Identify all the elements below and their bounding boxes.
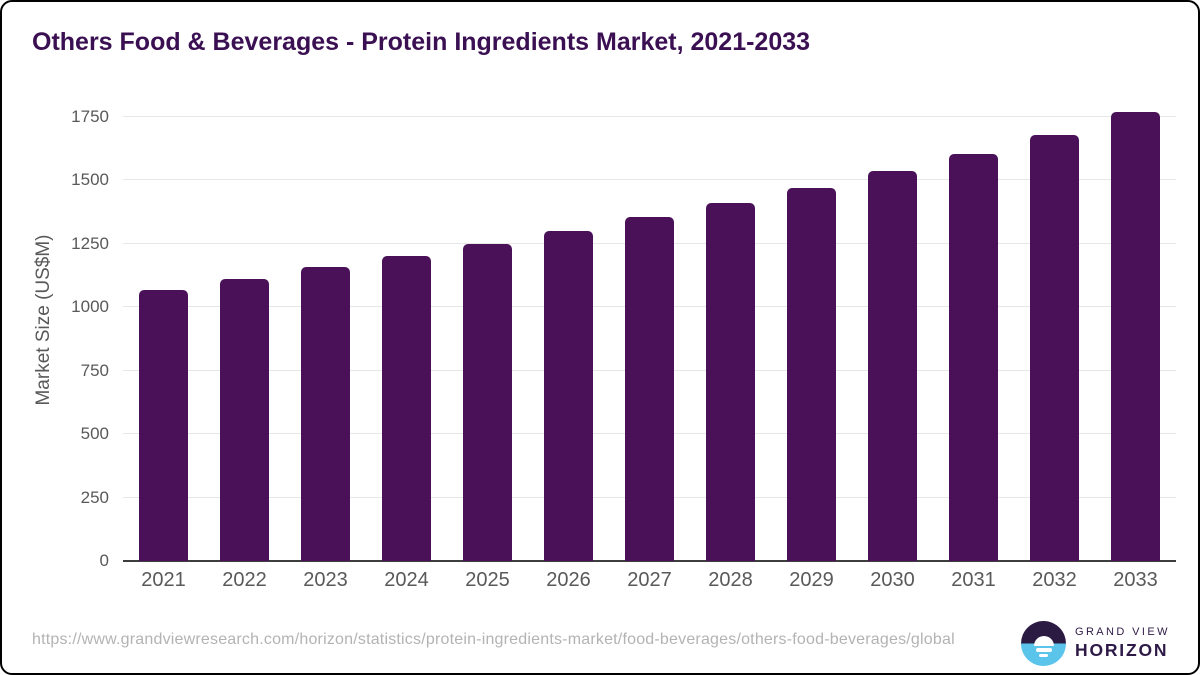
brand-logo: GRAND VIEW HORIZON <box>1021 621 1170 666</box>
x-axis-line <box>123 560 1176 562</box>
x-axis-tick-label: 2024 <box>384 569 429 591</box>
bar-2033 <box>1111 112 1160 561</box>
horizon-logo-icon <box>1021 621 1066 666</box>
bar-2030 <box>868 171 917 561</box>
x-axis-tick-label: 2027 <box>627 569 672 591</box>
x-axis-tick-label: 2031 <box>951 569 996 591</box>
x-axis-tick-label: 2023 <box>303 569 348 591</box>
gridline <box>123 179 1176 181</box>
bar-2022 <box>220 278 269 561</box>
logo-text: GRAND VIEW HORIZON <box>1075 626 1170 661</box>
logo-grand-view-label: GRAND VIEW <box>1075 626 1170 638</box>
source-url: https://www.grandviewresearch.com/horizo… <box>32 631 955 648</box>
chart-title: Others Food & Beverages - Protein Ingred… <box>32 28 811 56</box>
gridline <box>123 116 1176 117</box>
logo-sun-dome <box>1033 635 1054 646</box>
y-axis-tick-label: 500 <box>80 424 109 444</box>
logo-reflection-stripe <box>1035 648 1052 652</box>
bar-2031 <box>949 154 998 561</box>
bar-2023 <box>301 267 350 561</box>
bar-2026 <box>544 230 593 561</box>
x-axis-tick-label: 2032 <box>1032 569 1077 591</box>
bar-2032 <box>1030 135 1079 561</box>
x-axis-tick-label: 2030 <box>870 569 915 591</box>
x-axis-tick-label: 2026 <box>546 569 591 591</box>
y-axis-tick-label: 1250 <box>71 233 109 253</box>
y-axis-tick-label: 250 <box>80 487 109 507</box>
x-axis-tick-label: 2029 <box>789 569 834 591</box>
logo-reflection-stripe <box>1039 653 1048 657</box>
bar-2029 <box>787 188 836 561</box>
bar-2025 <box>463 244 512 561</box>
bar-2024 <box>382 255 431 561</box>
x-axis-tick-label: 2022 <box>222 569 267 591</box>
plot-area: 0 250 500 750 1000 1250 1500 1750 2021 2022 2023 20… <box>71 107 1176 591</box>
x-axis-tick-label: 2021 <box>141 569 186 591</box>
y-axis-tick-label: 1750 <box>71 107 109 126</box>
y-axis-tick-label: 1000 <box>71 297 109 317</box>
y-axis-tick-label: 750 <box>80 360 109 380</box>
y-axis-tick-label: 1500 <box>71 170 109 190</box>
bar-2021 <box>139 289 188 561</box>
x-axis-tick-label: 2028 <box>708 569 753 591</box>
logo-horizon-label: HORIZON <box>1075 640 1169 660</box>
x-axis-tick-label: 2025 <box>465 569 510 591</box>
bar-2028 <box>706 203 755 561</box>
y-axis-tick-label: 0 <box>99 551 109 570</box>
bar-2027 <box>625 216 674 561</box>
x-axis-tick-label: 2033 <box>1113 569 1158 591</box>
